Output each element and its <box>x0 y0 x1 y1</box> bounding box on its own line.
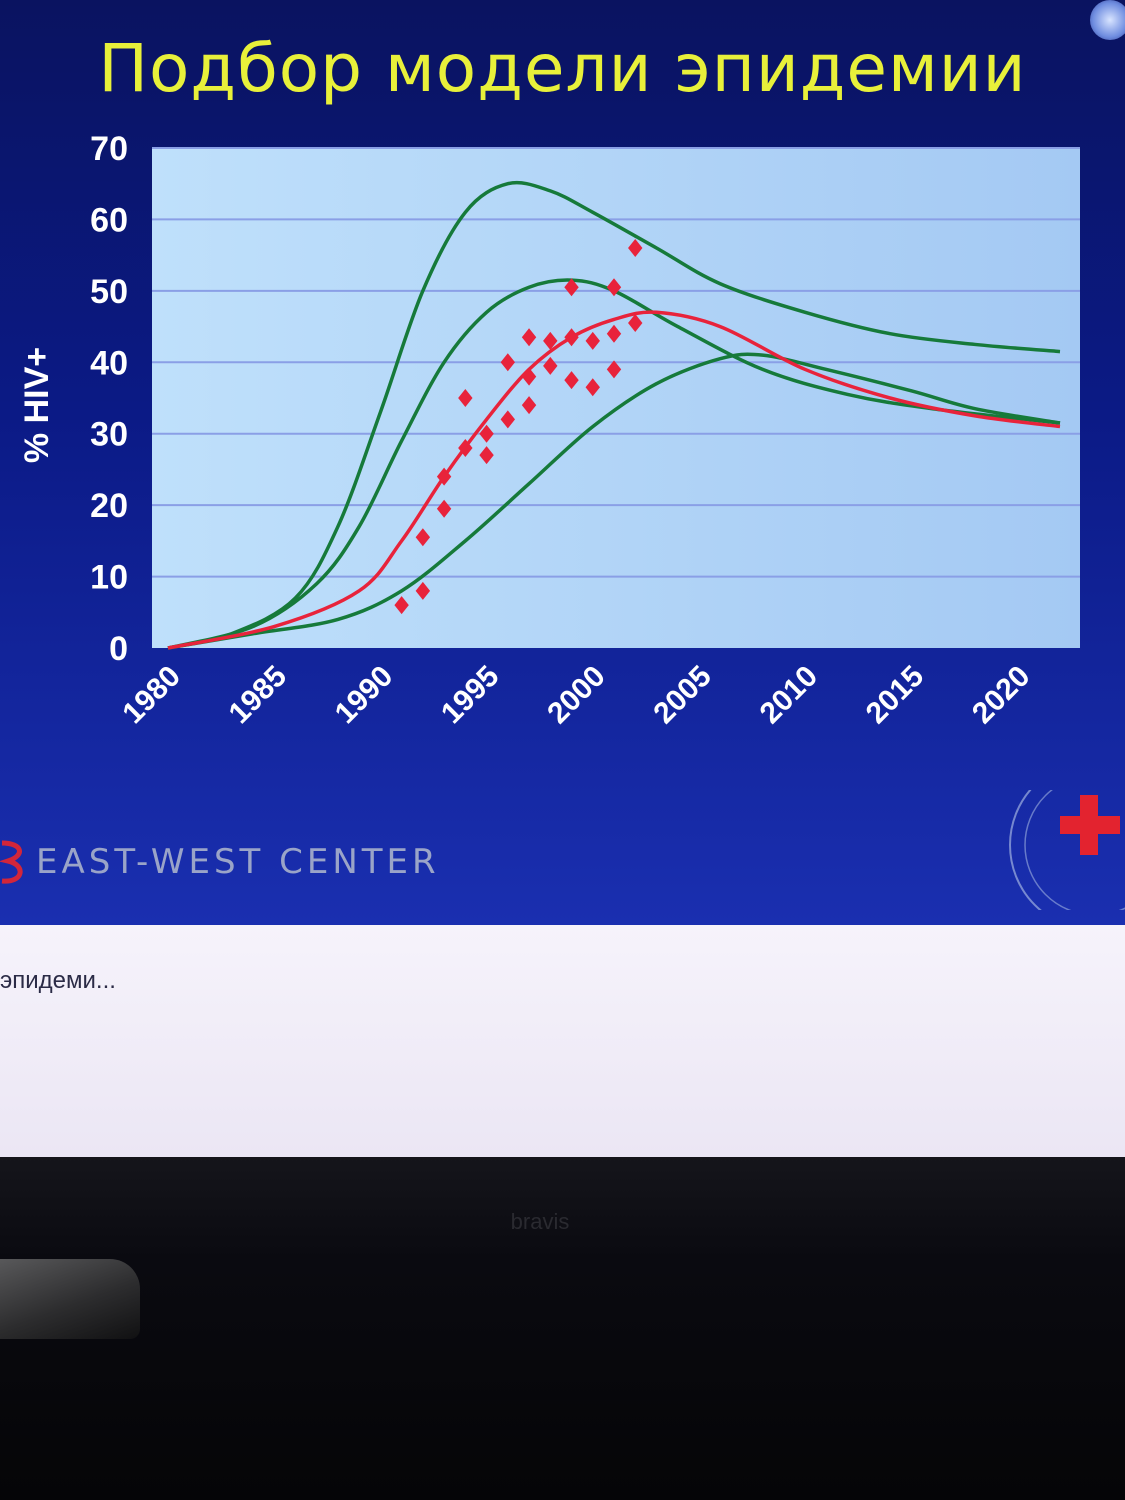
x-tick-label: 2015 <box>860 660 931 731</box>
taskbar-panel: эпидеми... <box>0 925 1125 1157</box>
y-tick-label: 0 <box>109 630 128 668</box>
data-point <box>500 410 516 429</box>
data-point <box>606 278 622 297</box>
x-tick-label: 2020 <box>966 660 1037 731</box>
data-point <box>564 371 579 390</box>
logo-mark-icon <box>0 835 30 889</box>
window-tab-label[interactable]: эпидеми... <box>0 967 116 994</box>
y-tick-label: 50 <box>90 273 128 311</box>
x-tick-label: 1990 <box>329 660 400 731</box>
model-curve-2 <box>167 278 1061 650</box>
slide-title: Подбор модели эпидемии <box>98 30 1027 107</box>
logo-text: EAST-WEST CENTER <box>36 842 440 882</box>
plot-area <box>152 148 1080 648</box>
data-point <box>628 314 643 332</box>
data-point <box>543 356 558 375</box>
data-point <box>479 446 494 465</box>
data-point <box>521 396 537 415</box>
hiv-chart: 0 10 20 30 40 50 60 70 1980 1985 1990 1995 2000 2005… <box>18 130 1080 731</box>
x-tick-label: 1995 <box>435 660 506 731</box>
x-tick-label: 1980 <box>116 660 187 731</box>
monitor-bezel: bravis <box>0 1157 1125 1500</box>
data-point <box>543 331 558 350</box>
globe-icon <box>1090 0 1125 40</box>
data-point <box>564 278 579 297</box>
data-point <box>458 439 473 457</box>
data-point <box>415 581 431 600</box>
x-tick-label: 2010 <box>754 660 825 731</box>
model-curve-3 <box>167 352 1061 650</box>
data-point <box>436 499 452 518</box>
data-point <box>521 367 537 386</box>
data-point <box>394 596 409 615</box>
y-tick-label: 40 <box>90 344 128 382</box>
data-point <box>564 328 579 347</box>
data-point <box>500 353 516 372</box>
y-tick-label: 20 <box>90 487 128 525</box>
y-tick-labels: 0 10 20 30 40 50 60 70 <box>90 130 128 668</box>
data-points <box>394 239 643 615</box>
data-point <box>415 528 431 547</box>
data-point <box>585 331 600 350</box>
monitor-brand: bravis <box>510 1209 570 1234</box>
presentation-slide: Подбор модели эпидемии 0 10 20 30 40 50 60 70 1… <box>0 0 1125 925</box>
x-tick-label: 2000 <box>541 660 612 731</box>
data-point <box>479 424 494 443</box>
y-tick-label: 70 <box>90 130 128 168</box>
x-tick-label: 1985 <box>223 660 294 731</box>
red-cross-icon <box>1000 759 1125 925</box>
model-curve-1 <box>167 180 1061 650</box>
y-tick-label: 10 <box>90 559 128 597</box>
data-point <box>628 239 643 257</box>
x-tick-label: 2005 <box>647 660 718 731</box>
y-tick-label: 30 <box>90 416 128 454</box>
east-west-center-logo: EAST-WEST CENTER <box>0 832 440 892</box>
y-axis-label: % HIV+ <box>18 347 56 463</box>
y-tick-label: 60 <box>90 201 128 239</box>
data-point <box>521 328 537 347</box>
data-point <box>606 324 622 343</box>
data-point <box>585 378 600 397</box>
data-point <box>458 389 473 407</box>
data-point <box>436 467 452 486</box>
data-point <box>606 360 622 379</box>
power-plug <box>0 1259 140 1339</box>
x-tick-labels: 1980 1985 1990 1995 2000 2005 2010 2015 2020 <box>116 660 1036 731</box>
